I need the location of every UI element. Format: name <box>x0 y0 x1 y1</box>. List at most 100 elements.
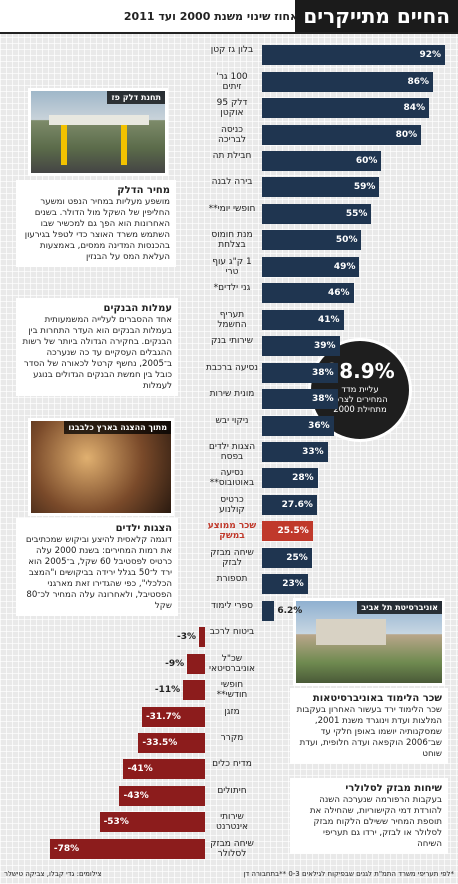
category-label: 100 גר' זיתים <box>216 71 248 92</box>
value-label: 92% <box>419 50 441 61</box>
note: שיחות מבזק לסלולרי בעקבות הרפורמה שנערכה… <box>290 778 448 854</box>
category-label: חופשי חודשי** <box>216 680 248 701</box>
chart-title: החיים מתייקרים <box>295 0 458 32</box>
note: עמלות הבנקים אחד ההסברים לעלייה המשמעותי… <box>16 298 178 396</box>
value-label: 23% <box>282 579 304 590</box>
value-label: 80% <box>395 129 418 140</box>
bar <box>262 362 338 383</box>
bar <box>262 547 312 568</box>
value-label: 36% <box>308 420 330 431</box>
note-text: בעקבות הרפורמה שנערכה השנה להורדת דמי הק… <box>309 795 442 849</box>
bar <box>119 785 205 806</box>
photo-shape <box>121 125 127 165</box>
category-label: הצגות ילדים בפסח <box>208 442 256 462</box>
bar <box>262 98 430 119</box>
category-label: ביטוח לרכב <box>209 627 255 638</box>
bar <box>262 45 445 66</box>
note-heading: עמלות הבנקים <box>103 303 172 314</box>
photo: תחנת דלק פז <box>28 88 168 176</box>
bar <box>262 230 362 251</box>
bar <box>262 309 344 330</box>
photo-caption: אוניברסיטת תל אביב <box>357 601 442 614</box>
value-label: 28% <box>292 473 314 484</box>
category-label: מנת חומוס בצלחת <box>211 230 253 251</box>
value-label: 41% <box>318 314 340 325</box>
value-label: 86% <box>407 76 430 87</box>
note-text: אחד ההסברים לעלייה המשמעותית בעמלות הבנק… <box>22 315 172 391</box>
credit: צילומים: גדי קבלו, צביקה טישלר <box>4 870 102 878</box>
bar <box>262 124 422 145</box>
bar <box>99 812 205 833</box>
category-label: בירה לבנה <box>211 177 253 188</box>
bar <box>262 151 382 172</box>
category-label: תעריף החשמל <box>217 309 247 330</box>
photo-shape <box>49 115 149 125</box>
category-label: שירותי אינטרנט <box>216 812 248 833</box>
category-label: נסיעה באוטובוס** <box>209 468 255 489</box>
bar <box>262 442 328 462</box>
title-bar: החיים מתייקרים אחוז שינוי משנת 2000 ועד … <box>0 0 458 34</box>
category-label: דלק 95 אוקטן <box>216 98 248 119</box>
value-label: 25.5% <box>277 526 309 537</box>
bar <box>123 759 205 780</box>
category-label: כניסה לבריכה <box>217 124 247 145</box>
note: מחיר הדלק מושפע מעליות במחיר הנפט ומשער … <box>16 180 176 267</box>
category-label: תספורת <box>216 574 248 585</box>
bar <box>262 177 380 198</box>
photo-shape <box>61 125 67 165</box>
note-text: שכר הלימוד ירד בעשור האחרון בעקבות המלצו… <box>296 705 442 759</box>
value-label: 50% <box>335 235 358 246</box>
value-label: 59% <box>353 182 376 193</box>
note-text: מושפע מעליות במחיר הנפט ומשער החליפין של… <box>24 197 170 262</box>
bar <box>262 203 372 224</box>
bar <box>262 415 334 436</box>
category-label: שירותי בנק <box>211 336 253 347</box>
bar <box>262 336 340 357</box>
chart-subtitle: אחוז שינוי משנת 2000 ועד 2011 <box>123 10 298 23</box>
photo: מתוך ההצגה בארץ כלבבנו <box>28 418 174 516</box>
category-label: 1 ק"ג עוף טרי <box>212 256 252 277</box>
bar <box>262 600 275 621</box>
bar <box>262 468 318 489</box>
bar <box>262 574 308 595</box>
note-heading: מחיר הדלק <box>117 185 170 196</box>
note-heading: שכר הלימוד באוניברסיטאות <box>312 693 442 704</box>
category-label: מזגן <box>224 706 240 717</box>
value-label: 38% <box>312 394 334 405</box>
category-label: חופשי יומי** <box>208 203 256 214</box>
category-label: גני ילדים* <box>213 283 251 294</box>
category-label: שיחה מבזק לבזק <box>210 547 254 568</box>
footnote: *לפי תעריפי משרד התמ"ת לגנים שבפיקוח לגי… <box>243 870 454 878</box>
value-label: 84% <box>403 103 426 114</box>
category-label: שכר ממוצע במשק <box>207 521 257 542</box>
value-label: -33.5% <box>142 737 178 748</box>
value-label: -41% <box>127 764 153 775</box>
category-label: כרטיס קולנוע <box>219 494 245 515</box>
value-label: 60% <box>355 156 378 167</box>
category-label: ספרי לימוד <box>210 600 254 611</box>
value-label: -31.7% <box>145 711 181 722</box>
category-label: מקרר <box>220 732 244 743</box>
bar <box>141 706 205 727</box>
value-label: -11% <box>154 685 181 696</box>
value-label: 27.6% <box>281 499 313 510</box>
value-label: 49% <box>333 261 356 272</box>
photo: אוניברסיטת תל אביב <box>293 598 445 686</box>
bar <box>183 680 205 701</box>
value-label: -43% <box>123 790 149 801</box>
note-heading: הצגות ילדים <box>115 523 172 534</box>
note-heading: שיחות מבזק לסלולרי <box>345 783 442 794</box>
note-text: דוגמה קלאסית להיצע וביקוש שמכתיבים את רמ… <box>25 535 172 611</box>
category-label: נסיעה ברכבת <box>206 362 258 373</box>
value-label: -78% <box>53 843 80 854</box>
value-label: 25% <box>286 552 308 563</box>
photo-caption: מתוך ההצגה בארץ כלבבנו <box>64 421 171 434</box>
value-label: -3% <box>177 632 197 643</box>
category-label: בלון גז קטן <box>210 45 254 56</box>
value-label: -9% <box>165 658 185 669</box>
category-label: מונית שירות <box>209 389 255 400</box>
category-label: שכ"ל אוניברסיטאי <box>208 653 256 674</box>
bar <box>262 256 360 277</box>
photo-caption: תחנת דלק פז <box>107 91 165 104</box>
